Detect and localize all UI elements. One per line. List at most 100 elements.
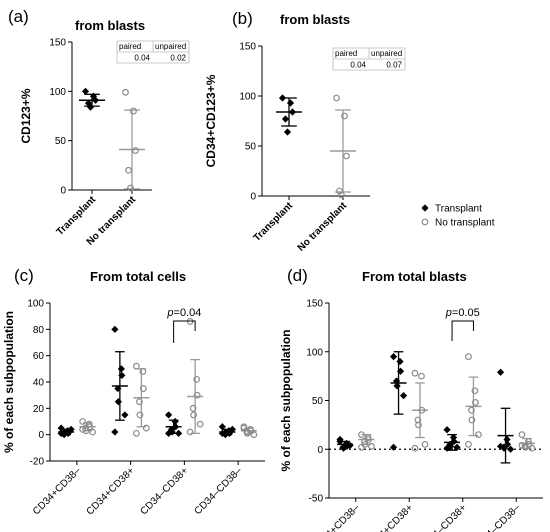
- panel-d-point-transplant: [396, 357, 404, 366]
- panel-b-point-no-transplant: [343, 152, 350, 160]
- panel-a-ytick-label: 50: [55, 136, 67, 147]
- panel-b-point-no-transplant: [341, 112, 348, 120]
- panel-d-point-no-transplant: [525, 438, 532, 445]
- panel-b-ytick-label: 50: [245, 142, 257, 153]
- panel-c-category-label: CD34+CD38–: [31, 465, 83, 517]
- panel-c-pvalue-annotation: p=0.04: [166, 307, 201, 319]
- panel-c-point-no-transplant: [79, 426, 87, 433]
- panel-b-table-header: paired: [335, 49, 357, 58]
- panel-b-point-transplant: [281, 115, 290, 123]
- panel-c-ytick-label: -20: [30, 457, 45, 468]
- panel-d-point-no-transplant: [415, 421, 422, 429]
- panel-a-point-no-transplant: [125, 166, 132, 174]
- panel-d-point-transplant: [346, 441, 354, 449]
- panel-b-pvalue-table: paired unpaired 0.04 0.07: [332, 47, 406, 71]
- panel-a-ylabel: CD123+%: [19, 88, 33, 143]
- panel-c-point-transplant: [218, 423, 226, 431]
- panel-b-point-transplant: [288, 108, 297, 116]
- panel-c-point-no-transplant: [193, 375, 201, 383]
- panel-c-title: From total cells: [90, 269, 186, 284]
- panel-d-ylabel: % of each subpopulation: [279, 329, 293, 471]
- panel-c-point-no-transplant: [139, 368, 147, 375]
- panel-d-label: (d): [287, 266, 308, 285]
- panel-d-point-transplant: [506, 445, 515, 453]
- panel-b-ylabel: CD34+CD123+%: [204, 74, 218, 167]
- panel-c-point-transplant: [114, 398, 122, 406]
- panel-c-ylabel: % of each subpopulation: [2, 311, 16, 453]
- legend-label: Transplant: [435, 204, 482, 215]
- panel-d-point-no-transplant: [358, 431, 365, 439]
- panel-a-point-no-transplant: [127, 184, 134, 192]
- panel-b-category-label: Transplant: [252, 200, 296, 244]
- panel-c-point-transplant: [117, 365, 125, 373]
- panel-d-point-no-transplant: [361, 438, 368, 445]
- panel-a-point-no-transplant: [132, 147, 139, 154]
- panel-d-category-label: CD34–CD38+: [417, 502, 469, 532]
- panel-d-point-no-transplant: [471, 387, 479, 395]
- panel-d-point-transplant: [496, 442, 505, 450]
- panel-d-point-transplant: [496, 368, 505, 376]
- panel-d-point-no-transplant: [468, 416, 476, 424]
- panel-d-point-transplant: [453, 443, 461, 451]
- panel-c-category-label: CD34–CD38–: [192, 465, 244, 517]
- panel-c-point-transplant: [175, 429, 183, 437]
- panel-a-point-transplant: [91, 96, 100, 104]
- panel-b-point-transplant: [286, 99, 295, 107]
- panel-d-point-no-transplant: [411, 444, 419, 452]
- panel-c-point-transplant: [118, 371, 126, 380]
- panel-a-point-transplant: [86, 103, 95, 111]
- panel-d-point-transplant: [500, 444, 508, 452]
- panel-d-ytick-label: -50: [309, 494, 324, 505]
- panel-d-point-no-transplant: [468, 406, 475, 414]
- panel-d-pvalue-annotation: p=0.05: [445, 307, 480, 319]
- panel-a-point-no-transplant: [122, 88, 129, 96]
- panel-c-ytick-label: 60: [33, 351, 45, 362]
- panel-d-point-no-transplant: [518, 441, 526, 449]
- panel-c-point-no-transplant: [250, 431, 258, 439]
- panel-c-point-transplant: [228, 425, 236, 433]
- panel-c-point-transplant: [114, 384, 122, 393]
- panel-b-point-no-transplant: [338, 191, 345, 199]
- panel-c-point-transplant: [171, 417, 179, 426]
- panel-d-point-transplant: [389, 443, 398, 451]
- panel-c-point-no-transplant: [132, 429, 140, 437]
- panel-c-ytick-label: 100: [27, 299, 44, 310]
- panel-c-point-transplant: [57, 424, 65, 432]
- panel-b-point-transplant: [278, 94, 287, 102]
- panel-b-ytick-label: 0: [250, 192, 256, 203]
- panel-b-table-header: unpaired: [371, 49, 402, 58]
- panel-c-ytick-label: 40: [33, 378, 45, 389]
- panel-d-point-transplant: [393, 382, 401, 390]
- panel-c-point-no-transplant: [79, 418, 87, 425]
- panel-c-point-transplant: [111, 325, 119, 333]
- panel-d-ytick-label: 0: [317, 445, 323, 456]
- panel-d-point-transplant: [503, 435, 511, 444]
- panel-a-label: (a): [8, 7, 29, 26]
- panel-a-ytick-label: 0: [60, 186, 66, 197]
- panel-c-point-transplant: [57, 429, 65, 437]
- panel-a-table-value: 0.02: [170, 54, 186, 63]
- panel-c-point-transplant: [121, 411, 129, 419]
- panel-d-ytick-label: 50: [312, 396, 324, 407]
- panel-d-point-no-transplant: [358, 443, 365, 451]
- panel-a-point-no-transplant: [130, 107, 137, 115]
- panel-d-point-transplant: [443, 444, 451, 452]
- panel-d-point-no-transplant: [418, 372, 425, 380]
- panel-d-category-label: CD34+CD38+: [363, 502, 415, 532]
- panel-d-point-no-transplant: [418, 406, 426, 414]
- panel-a-category-label: Transplant: [55, 194, 99, 238]
- panel-c-point-no-transplant: [82, 427, 90, 435]
- panel-c-point-no-transplant: [243, 429, 251, 437]
- panel-a-point-transplant: [81, 87, 90, 95]
- panel-b-point-transplant: [283, 128, 292, 136]
- panel-d-point-transplant: [392, 377, 401, 385]
- panel-c-point-no-transplant: [86, 423, 94, 431]
- panel-d-point-no-transplant: [465, 440, 472, 448]
- panel-a-pvalue-table: paired unpaired 0.04 0.02: [116, 40, 190, 64]
- panel-c-point-no-transplant: [139, 385, 147, 392]
- panel-a-table-value: 0.04: [134, 54, 150, 63]
- panel-b-ytick-label: 150: [239, 42, 256, 53]
- panel-d-point-transplant: [443, 426, 451, 434]
- panel-b-category-label: No transplant: [296, 200, 350, 254]
- panel-d-point-no-transplant: [414, 416, 422, 424]
